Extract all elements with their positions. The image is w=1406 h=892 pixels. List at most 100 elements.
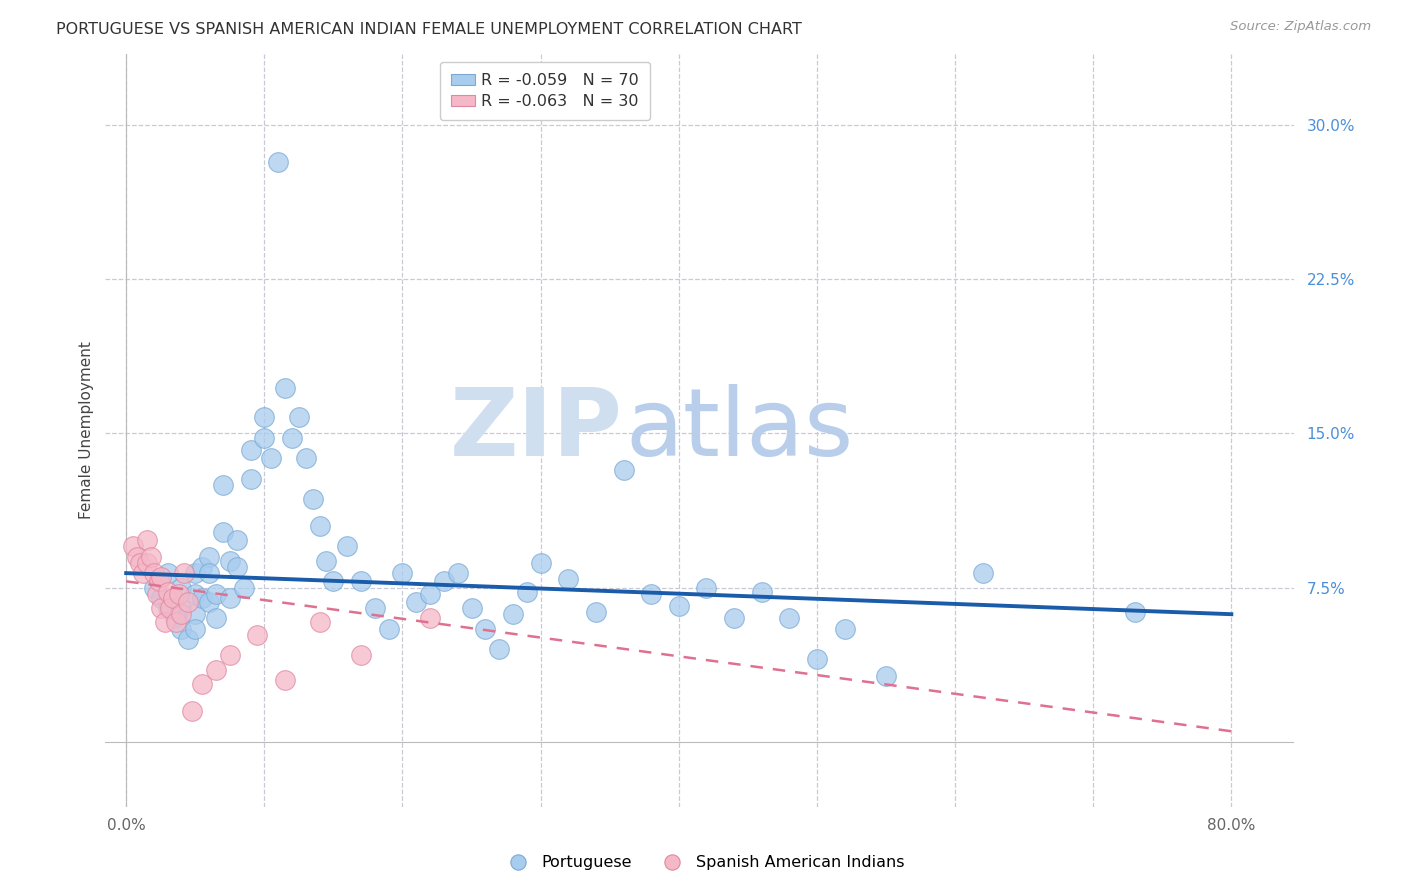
Point	[695, 581, 717, 595]
Point	[198, 549, 221, 564]
Point	[212, 524, 235, 539]
Point	[751, 584, 773, 599]
Point	[145, 587, 167, 601]
Point	[585, 605, 607, 619]
Point	[474, 622, 496, 636]
Point	[148, 574, 170, 589]
Point	[205, 611, 228, 625]
Point	[149, 591, 172, 605]
Point	[377, 622, 399, 636]
Point	[419, 611, 441, 625]
Point	[640, 587, 662, 601]
Point	[142, 581, 165, 595]
Point	[778, 611, 800, 625]
Point	[173, 566, 195, 581]
Point	[149, 570, 172, 584]
Point	[170, 581, 193, 595]
Point	[315, 554, 337, 568]
Point	[135, 556, 157, 570]
Point	[191, 591, 214, 605]
Point	[288, 410, 311, 425]
Point	[122, 540, 145, 554]
Point	[281, 431, 304, 445]
Point	[806, 652, 828, 666]
Point	[336, 540, 359, 554]
Text: ZIP: ZIP	[450, 384, 623, 476]
Point	[350, 574, 373, 589]
Point	[419, 587, 441, 601]
Point	[516, 584, 538, 599]
Point	[132, 566, 155, 581]
Point	[875, 669, 897, 683]
Legend: Portuguese, Spanish American Indians: Portuguese, Spanish American Indians	[495, 849, 911, 877]
Y-axis label: Female Unemployment: Female Unemployment	[79, 342, 94, 519]
Point	[557, 572, 579, 586]
Point	[212, 478, 235, 492]
Point	[225, 533, 247, 548]
Point	[723, 611, 745, 625]
Text: Source: ZipAtlas.com: Source: ZipAtlas.com	[1230, 20, 1371, 33]
Point	[1123, 605, 1146, 619]
Legend: R = -0.059   N = 70, R = -0.063   N = 30: R = -0.059 N = 70, R = -0.063 N = 30	[440, 62, 650, 120]
Point	[308, 519, 330, 533]
Point	[184, 566, 207, 581]
Point	[184, 587, 207, 601]
Point	[460, 601, 482, 615]
Point	[177, 595, 200, 609]
Point	[205, 587, 228, 601]
Point	[162, 591, 184, 605]
Point	[246, 628, 269, 642]
Point	[612, 463, 634, 477]
Point	[198, 566, 221, 581]
Point	[139, 549, 162, 564]
Point	[167, 587, 190, 601]
Text: atlas: atlas	[626, 384, 853, 476]
Point	[129, 556, 152, 570]
Point	[198, 595, 221, 609]
Point	[530, 556, 553, 570]
Point	[181, 704, 204, 718]
Point	[135, 533, 157, 548]
Point	[165, 615, 187, 630]
Point	[301, 492, 323, 507]
Point	[177, 632, 200, 646]
Point	[218, 591, 240, 605]
Point	[274, 673, 297, 687]
Point	[170, 601, 193, 615]
Point	[239, 472, 262, 486]
Point	[218, 648, 240, 663]
Point	[447, 566, 470, 581]
Point	[267, 155, 290, 169]
Point	[274, 381, 297, 395]
Point	[170, 607, 193, 622]
Point	[149, 601, 172, 615]
Point	[668, 599, 690, 613]
Point	[239, 442, 262, 457]
Point	[184, 622, 207, 636]
Point	[205, 663, 228, 677]
Point	[834, 622, 856, 636]
Point	[294, 451, 316, 466]
Point	[350, 648, 373, 663]
Point	[156, 566, 179, 581]
Point	[156, 584, 179, 599]
Point	[322, 574, 344, 589]
Point	[253, 431, 276, 445]
Point	[972, 566, 994, 581]
Text: PORTUGUESE VS SPANISH AMERICAN INDIAN FEMALE UNEMPLOYMENT CORRELATION CHART: PORTUGUESE VS SPANISH AMERICAN INDIAN FE…	[56, 22, 801, 37]
Point	[364, 601, 387, 615]
Point	[163, 611, 186, 625]
Point	[184, 607, 207, 622]
Point	[159, 601, 181, 615]
Point	[253, 410, 276, 425]
Point	[153, 615, 176, 630]
Point	[218, 554, 240, 568]
Point	[156, 601, 179, 615]
Point	[308, 615, 330, 630]
Point	[191, 677, 214, 691]
Point	[225, 560, 247, 574]
Point	[433, 574, 456, 589]
Point	[127, 549, 149, 564]
Point	[170, 622, 193, 636]
Point	[405, 595, 427, 609]
